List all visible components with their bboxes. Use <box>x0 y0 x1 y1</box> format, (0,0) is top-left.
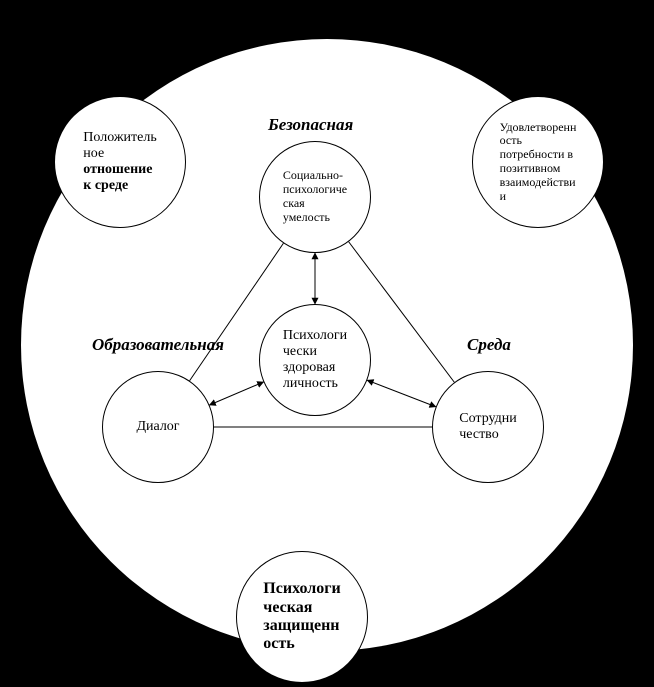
node-dialogue: Диалог <box>102 371 214 483</box>
node-center: Психологическиздороваяличность <box>259 304 371 416</box>
label-top: Безопасная <box>268 115 353 135</box>
node-cooperation: Сотрудничество <box>432 371 544 483</box>
label-right: Среда <box>467 335 511 355</box>
node-satisfaction: Удовлетворенностьпотребности впозитивном… <box>472 96 604 228</box>
node-positive-attitude: Положительноеотношениек среде <box>54 96 186 228</box>
label-left: Образовательная <box>92 335 224 355</box>
diagram-canvas: Безопасная Образовательная Среда Положит… <box>0 0 654 687</box>
node-social-skill: Социально-психологическаяумелость <box>259 141 371 253</box>
node-protection: Психологическаязащищенность <box>236 551 368 683</box>
